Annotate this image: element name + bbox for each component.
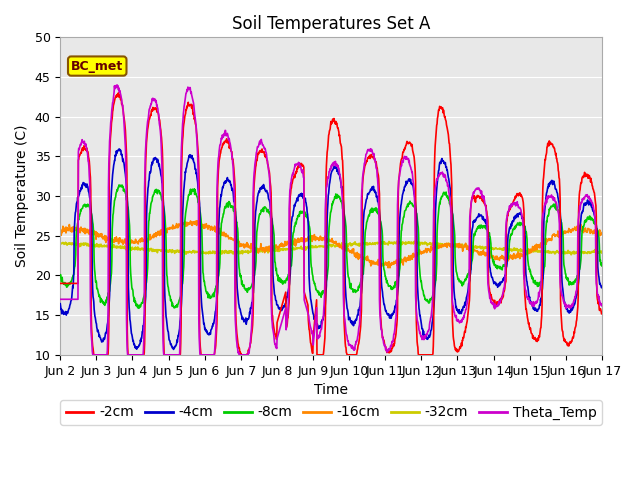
-16cm: [164, 226, 172, 231]
-32cm: [534, 248, 542, 254]
-16cm: [534, 242, 542, 248]
-16cm: [238, 243, 246, 249]
Y-axis label: Soil Temperature (C): Soil Temperature (C): [15, 125, 29, 267]
-32cm: [567, 252, 575, 258]
Line: -16cm: -16cm: [60, 221, 602, 268]
Legend: -2cm, -4cm, -8cm, -16cm, -32cm, Theta_Temp: -2cm, -4cm, -8cm, -16cm, -32cm, Theta_Te…: [60, 400, 602, 425]
Theta_Temp: [164, 352, 172, 358]
-32cm: [164, 248, 172, 254]
-2cm: [56, 280, 64, 286]
-2cm: [164, 352, 172, 358]
-2cm: [534, 337, 542, 343]
-4cm: [598, 284, 605, 290]
-32cm: [56, 240, 64, 246]
-16cm: [416, 248, 424, 253]
-4cm: [238, 316, 246, 322]
Title: Soil Temperatures Set A: Soil Temperatures Set A: [232, 15, 430, 33]
Theta_Temp: [598, 303, 605, 309]
X-axis label: Time: Time: [314, 383, 348, 397]
-32cm: [237, 250, 245, 256]
-8cm: [534, 281, 542, 287]
-2cm: [598, 311, 605, 316]
-16cm: [598, 230, 605, 236]
Theta_Temp: [534, 294, 542, 300]
-4cm: [534, 306, 542, 312]
-4cm: [115, 146, 123, 152]
-8cm: [486, 237, 494, 243]
Theta_Temp: [486, 296, 494, 301]
-4cm: [56, 301, 64, 307]
-2cm: [90, 352, 98, 358]
-16cm: [195, 218, 203, 224]
-8cm: [135, 305, 143, 311]
-2cm: [416, 352, 424, 358]
-8cm: [56, 272, 64, 278]
-32cm: [415, 240, 423, 245]
Line: -4cm: -4cm: [60, 149, 602, 349]
Theta_Temp: [113, 82, 121, 88]
Line: -2cm: -2cm: [60, 93, 602, 355]
Theta_Temp: [238, 352, 246, 358]
-16cm: [486, 254, 494, 260]
-4cm: [416, 312, 424, 318]
Theta_Temp: [56, 297, 64, 302]
-8cm: [416, 267, 424, 273]
-4cm: [164, 328, 172, 334]
-2cm: [486, 293, 494, 299]
-8cm: [164, 285, 172, 290]
Line: Theta_Temp: Theta_Temp: [60, 85, 602, 355]
Theta_Temp: [89, 352, 97, 358]
Theta_Temp: [178, 144, 186, 150]
-8cm: [115, 182, 123, 188]
-16cm: [386, 265, 394, 271]
-32cm: [411, 238, 419, 244]
-32cm: [486, 245, 494, 251]
-4cm: [170, 347, 177, 352]
-16cm: [56, 228, 64, 233]
-8cm: [238, 278, 246, 284]
Line: -32cm: -32cm: [60, 241, 602, 255]
-4cm: [486, 269, 494, 275]
-2cm: [178, 171, 186, 177]
-2cm: [238, 352, 246, 358]
-32cm: [177, 251, 184, 256]
Text: BC_met: BC_met: [71, 60, 124, 72]
-32cm: [598, 250, 605, 256]
-8cm: [598, 263, 605, 269]
-2cm: [115, 90, 122, 96]
Line: -8cm: -8cm: [60, 185, 602, 308]
-4cm: [178, 300, 186, 306]
-8cm: [178, 287, 186, 293]
-16cm: [177, 223, 184, 229]
Theta_Temp: [416, 331, 424, 336]
